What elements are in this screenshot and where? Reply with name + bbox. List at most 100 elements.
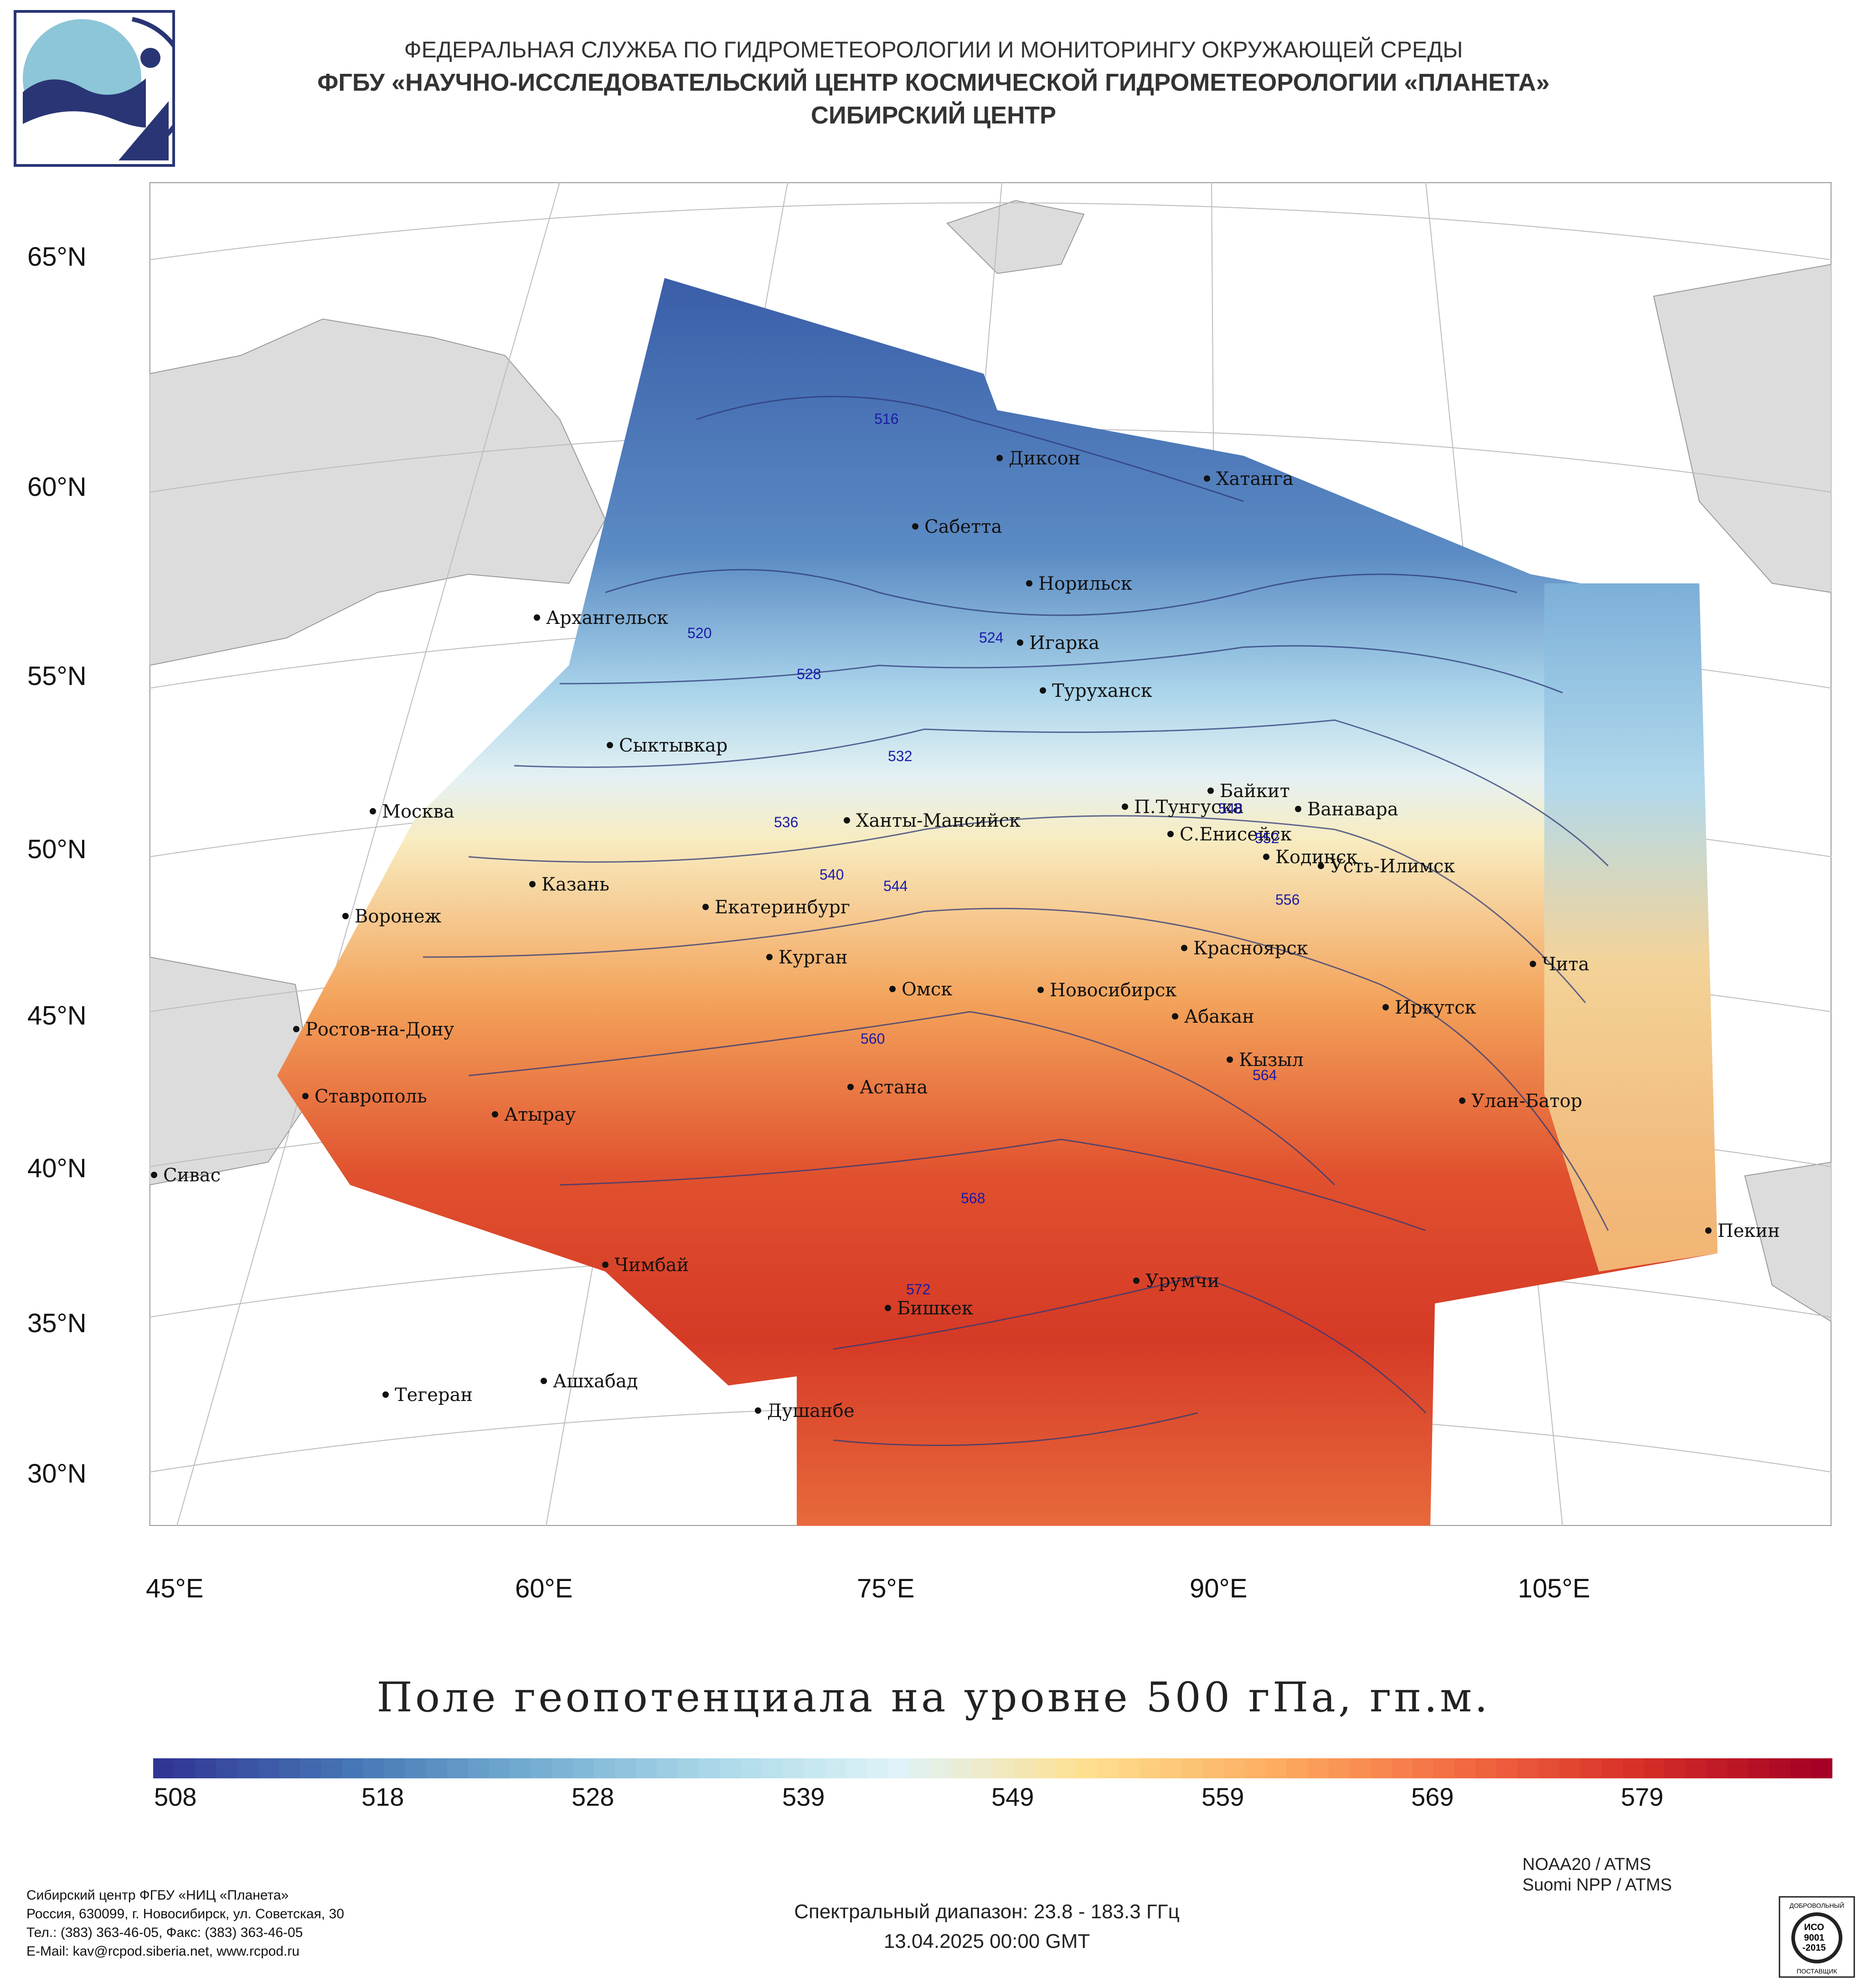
city-label: Казань [542, 874, 609, 895]
city-label: Сыктывкар [619, 735, 727, 756]
color-scale-step [1434, 1758, 1455, 1778]
color-scale-step [887, 1758, 909, 1778]
color-scale-step [216, 1758, 238, 1778]
latitude-label: 65°N [27, 242, 87, 272]
city-marker: Омск [889, 979, 952, 1000]
contour-label: 568 [961, 1190, 985, 1206]
city-label: Кызыл [1239, 1050, 1304, 1071]
city-dot [370, 808, 376, 814]
color-scale-step [762, 1758, 784, 1778]
city-marker: Ростов-на-Дону [293, 1019, 454, 1040]
city-label: Тегеран [395, 1385, 473, 1406]
satellite-label: Suomi NPP / ATMS [1522, 1875, 1672, 1895]
contour-label: 528 [797, 666, 821, 682]
city-dot [1459, 1097, 1465, 1104]
color-scale-step [1811, 1758, 1832, 1778]
geopotential-field [277, 278, 1717, 1526]
city-marker: Новосибирск [1037, 980, 1176, 1001]
color-scale-step [1202, 1758, 1224, 1778]
city-marker: Сивас [151, 1165, 221, 1186]
city-marker: Норильск [1026, 573, 1132, 594]
color-scale-step [468, 1758, 490, 1778]
city-dot [889, 986, 896, 992]
contact-line: Россия, 630099, г. Новосибирск, ул. Сове… [26, 1906, 344, 1921]
color-scale-tick: 569 [1411, 1782, 1454, 1811]
city-dot [382, 1391, 389, 1398]
spectral-range: Спектральный диапазон: 23.8 - 183.3 ГГц [794, 1900, 1180, 1923]
color-scale-step [1496, 1758, 1518, 1778]
color-scale-step [720, 1758, 742, 1778]
color-scale-step [741, 1758, 763, 1778]
latitude-label: 60°N [27, 472, 87, 502]
color-scale-step [1580, 1758, 1602, 1778]
city-dot [529, 881, 536, 887]
contact-line: Тел.: (383) 363-46-05, Факс: (383) 363-4… [26, 1925, 303, 1940]
latitude-label: 55°N [27, 661, 87, 691]
color-scale-step [1244, 1758, 1266, 1778]
contour-label: 540 [820, 866, 844, 883]
city-marker: Туруханск [1040, 680, 1152, 701]
geopotential-map: Диксон Хатанга Сабетта Норильск Архангельск И… [150, 182, 1831, 1526]
caucasus-land [150, 956, 315, 1186]
city-dot [342, 913, 349, 919]
city-dot [1133, 1277, 1140, 1284]
city-label: Душанбе [767, 1401, 855, 1421]
color-scale-step [489, 1758, 511, 1778]
city-label: Сабетта [924, 516, 1002, 537]
city-dot [1382, 1004, 1389, 1010]
color-scale-step [1077, 1758, 1099, 1778]
color-scale-step [300, 1758, 322, 1778]
city-marker: П.Тунгуска [1122, 797, 1243, 818]
color-scale-step [1790, 1758, 1812, 1778]
observation-datetime: 13.04.2025 00:00 GMT [883, 1930, 1090, 1952]
color-scale-step [657, 1758, 679, 1778]
cert-iso-text: ИСО [1804, 1922, 1824, 1932]
city-label: Пекин [1717, 1221, 1780, 1241]
city-dot [1037, 987, 1044, 993]
color-scale-step [405, 1758, 427, 1778]
color-scale-step [342, 1758, 364, 1778]
city-dot [885, 1305, 891, 1311]
city-dot [1227, 1056, 1233, 1063]
city-label: Астана [860, 1077, 928, 1098]
city-marker: Ставрополь [302, 1086, 427, 1107]
contour-labels: 516 520 524 528 532 536 540 544 548 552 556 560 564 5… [687, 411, 1300, 1298]
city-label: Ванавара [1307, 799, 1398, 820]
city-marker: Казань [529, 874, 609, 895]
city-dot [1172, 1013, 1178, 1020]
city-label: П.Тунгуска [1134, 797, 1243, 818]
color-scale-step [174, 1758, 196, 1778]
east-land [1653, 263, 1831, 593]
cert-9001-text: 9001 [1804, 1933, 1825, 1943]
color-scale-step [258, 1758, 280, 1778]
latitude-label: 50°N [27, 834, 87, 864]
color-scale-step [447, 1758, 469, 1778]
contour-label: 552 [1255, 830, 1279, 846]
city-marker: Чимбай [602, 1255, 689, 1276]
latitude-label: 40°N [27, 1154, 87, 1183]
city-dot [847, 1084, 854, 1090]
contour-label: 520 [687, 625, 712, 641]
city-label: Диксон [1009, 448, 1080, 469]
satellite-label: NOAA20 / ATMS [1522, 1855, 1651, 1874]
latitude-label: 30°N [27, 1459, 87, 1488]
city-label: Туруханск [1052, 680, 1152, 701]
city-marker: Кызыл [1227, 1050, 1304, 1071]
color-scale-step [1223, 1758, 1245, 1778]
longitude-label: 60°E [515, 1574, 573, 1603]
color-scale-step [384, 1758, 406, 1778]
city-marker: Душанбе [755, 1401, 855, 1421]
contour-label: 560 [861, 1030, 885, 1047]
city-label: Сивас [163, 1165, 221, 1186]
color-scale-step [573, 1758, 595, 1778]
city-marker: Хатанга [1204, 469, 1294, 489]
city-dot [1705, 1227, 1712, 1234]
city-label: Норильск [1038, 573, 1132, 594]
color-scale-tick: 539 [782, 1782, 825, 1811]
city-marker: Улан-Батор [1459, 1091, 1582, 1112]
city-dot [492, 1111, 498, 1118]
city-label: Урумчи [1145, 1271, 1219, 1292]
org-line-2: ФГБУ «НАУЧНО-ИССЛЕДОВАТЕЛЬСКИЙ ЦЕНТР КОС… [317, 69, 1550, 96]
longitude-label: 105°E [1518, 1574, 1590, 1603]
color-scale-step [1727, 1758, 1749, 1778]
